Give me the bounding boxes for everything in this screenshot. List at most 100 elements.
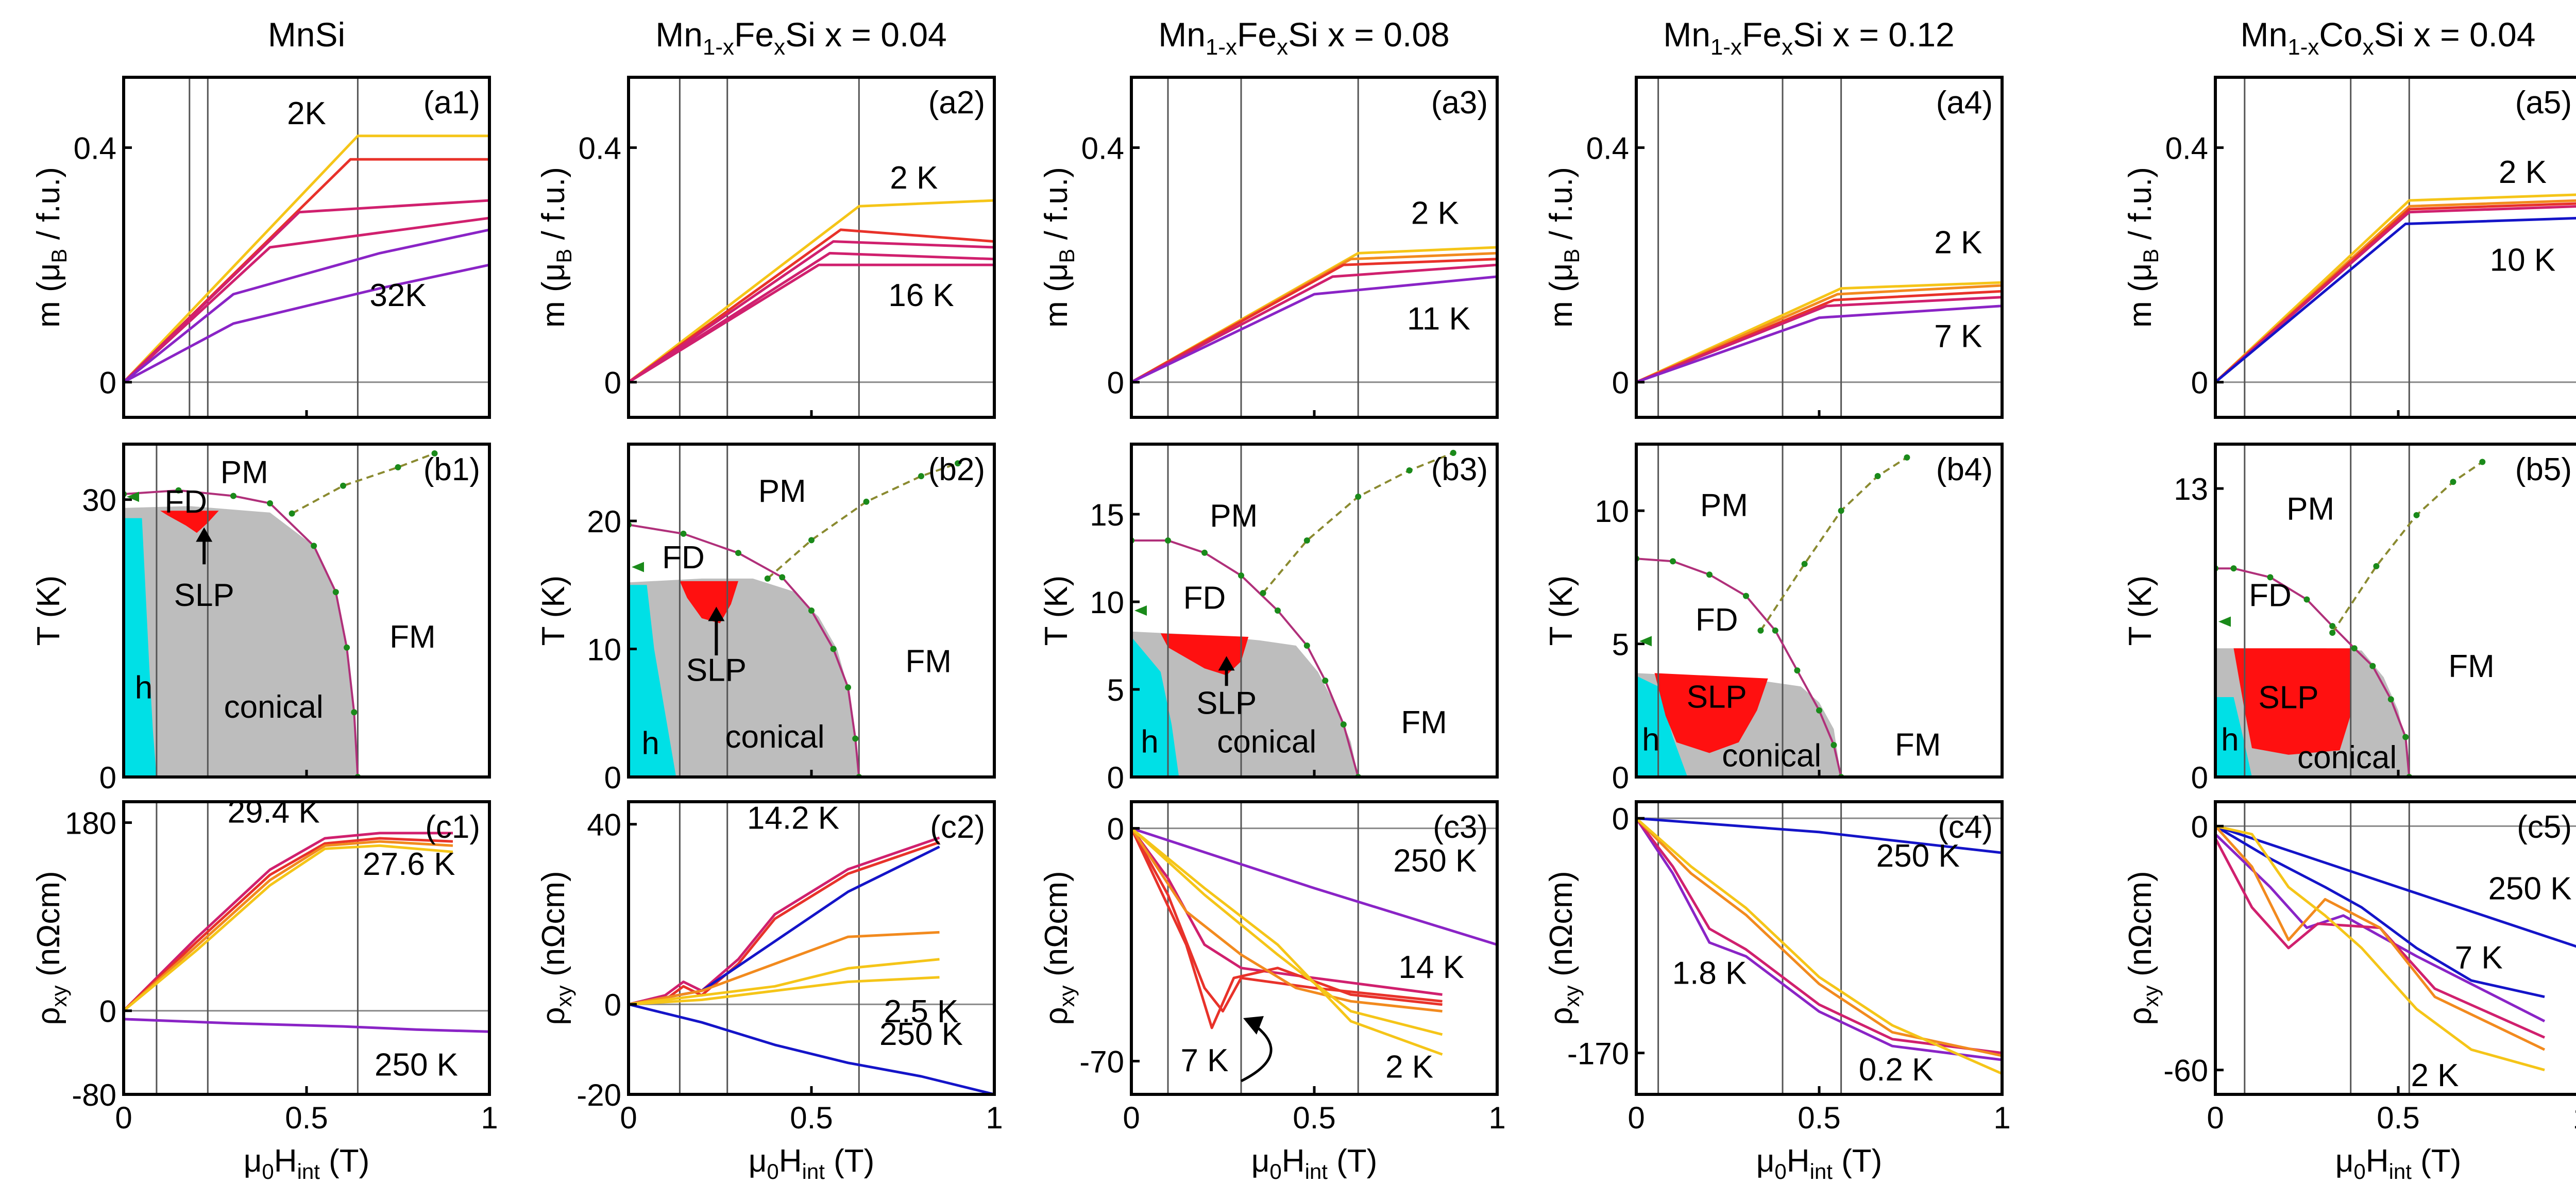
data-label: 2 K bbox=[2499, 155, 2547, 190]
x-axis-label: μ0Hint (T) bbox=[244, 1143, 370, 1183]
series-line bbox=[629, 976, 940, 1006]
y-label-text: m (μ bbox=[1544, 263, 1579, 328]
plot-area bbox=[124, 77, 489, 417]
marker-triangle bbox=[632, 562, 644, 572]
data-label: 7 K bbox=[1180, 1043, 1228, 1078]
series-line bbox=[124, 228, 489, 383]
data-label: 2.5 K bbox=[884, 994, 959, 1029]
title-element: Mn bbox=[2241, 15, 2288, 54]
y-label-subscript: xy bbox=[1560, 985, 1584, 1007]
y-tick-label: 20 bbox=[587, 504, 621, 539]
y-label-text: / f.u.) bbox=[1544, 167, 1579, 248]
title-element: Si bbox=[2374, 15, 2404, 54]
x-label-text: H bbox=[2366, 1143, 2389, 1179]
title-element: Fe bbox=[1237, 15, 1277, 54]
region-h bbox=[1636, 675, 1688, 777]
region-SLP bbox=[680, 581, 738, 623]
series-line bbox=[1636, 817, 2002, 1075]
x-label-text: (T) bbox=[1833, 1143, 1882, 1179]
title-composition: x = 0.12 bbox=[1823, 15, 1955, 54]
y-axis-label: ρxy (nΩcm) bbox=[31, 871, 71, 1025]
phase-label-FD: FD bbox=[1183, 581, 1226, 616]
series-line bbox=[1636, 296, 2002, 384]
phase-point bbox=[1165, 537, 1171, 544]
phase-label-FD: FD bbox=[662, 540, 705, 576]
x-tick-label: 0.5 bbox=[2377, 1101, 2419, 1135]
panel-a2: 00.4m (μB / f.u.)(a2)2 K16 K bbox=[536, 76, 996, 419]
arrow-head bbox=[708, 606, 725, 621]
phase-point bbox=[2450, 479, 2456, 485]
phase-point bbox=[1260, 590, 1266, 596]
phase-point bbox=[830, 646, 837, 652]
series-line bbox=[2215, 837, 2546, 1039]
x-label-text: (T) bbox=[320, 1143, 369, 1179]
panel-b1: 0 30 T (K) (b1) PM FD SLP FM conical h bbox=[31, 443, 491, 795]
title-composition: x = 0.04 bbox=[816, 15, 947, 54]
plot-area bbox=[1131, 802, 1497, 1094]
y-label-text: ρ bbox=[1544, 1007, 1579, 1025]
series-line bbox=[629, 199, 994, 383]
phase-point bbox=[680, 530, 687, 537]
phase-point bbox=[735, 550, 741, 556]
y-tick-label: 13 bbox=[2174, 472, 2208, 506]
phase-label-PM: PM bbox=[221, 454, 268, 490]
panel-a5: 00.4m (μB / f.u.)(a5)2 K10 K bbox=[2123, 76, 2576, 419]
marker-triangle bbox=[1639, 636, 1652, 647]
plot-area bbox=[629, 802, 994, 1094]
y-label-text: m (μ bbox=[2123, 263, 2158, 328]
y-tick-label: 0 bbox=[2191, 809, 2208, 844]
phase-point bbox=[2387, 696, 2394, 703]
panel-label: (a2) bbox=[928, 85, 985, 121]
panel-b3: 0 5 10 15 T (K) (b3) PM FD SLP FM conical h bbox=[1039, 443, 1499, 795]
data-label: 2K bbox=[287, 96, 326, 131]
series-line bbox=[629, 263, 994, 383]
region-h bbox=[124, 518, 157, 777]
x-label-text: μ bbox=[749, 1143, 767, 1179]
x-label-subscript: int bbox=[2389, 1159, 2412, 1183]
phase-label-PM: PM bbox=[1700, 488, 1748, 523]
phase-point bbox=[175, 487, 182, 494]
phase-point bbox=[2369, 663, 2376, 669]
phase-label-PM: PM bbox=[1210, 498, 1258, 534]
phase-point bbox=[2303, 596, 2310, 603]
x-label-subscript: 0 bbox=[2353, 1159, 2365, 1183]
series-line bbox=[124, 837, 453, 1012]
plot-area bbox=[1636, 802, 2002, 1094]
column-title: MnSi bbox=[268, 15, 345, 54]
series-line bbox=[124, 832, 453, 1012]
title-composition: x = 0.08 bbox=[1318, 15, 1450, 54]
region-SLP bbox=[160, 511, 219, 533]
phase-point bbox=[344, 644, 350, 651]
series-line bbox=[2215, 205, 2576, 383]
phase-label-FM: FM bbox=[389, 619, 436, 655]
phase-point bbox=[808, 607, 815, 614]
panel-label: (b5) bbox=[2515, 452, 2572, 487]
y-tick-label: 40 bbox=[587, 808, 621, 842]
y-label-subscript: B bbox=[552, 249, 576, 263]
column-titles: MnSi Mn1-xFexSi x = 0.04 Mn1-xFexSi x = 0.… bbox=[268, 15, 2536, 60]
x-tick-label: 0.5 bbox=[1293, 1101, 1335, 1135]
region-conical bbox=[629, 578, 859, 777]
y-tick-label: -70 bbox=[1079, 1044, 1124, 1079]
x-label-text: H bbox=[779, 1143, 802, 1179]
y-tick-label: 0 bbox=[604, 366, 621, 400]
phase-label-conical: conical bbox=[1217, 724, 1316, 759]
y-axis-label: ρxy (nΩcm) bbox=[1039, 871, 1079, 1025]
series-line bbox=[1636, 284, 2002, 383]
phase-point bbox=[1340, 721, 1347, 728]
phase-point bbox=[808, 537, 815, 544]
y-axis-label: m (μB / f.u.) bbox=[31, 167, 71, 328]
y-tick-label: 30 bbox=[82, 483, 116, 518]
y-tick-label: 0 bbox=[1107, 366, 1124, 400]
y-label-text: (nΩcm) bbox=[1544, 871, 1579, 985]
title-subscript: 1-x bbox=[1206, 35, 1237, 60]
x-axis-label: μ0Hint (T) bbox=[2335, 1143, 2462, 1183]
title-subscript: x bbox=[774, 35, 785, 60]
phase-point bbox=[1816, 707, 1822, 714]
series-line bbox=[124, 216, 489, 383]
y-label-text: T (K) bbox=[2123, 576, 2158, 646]
